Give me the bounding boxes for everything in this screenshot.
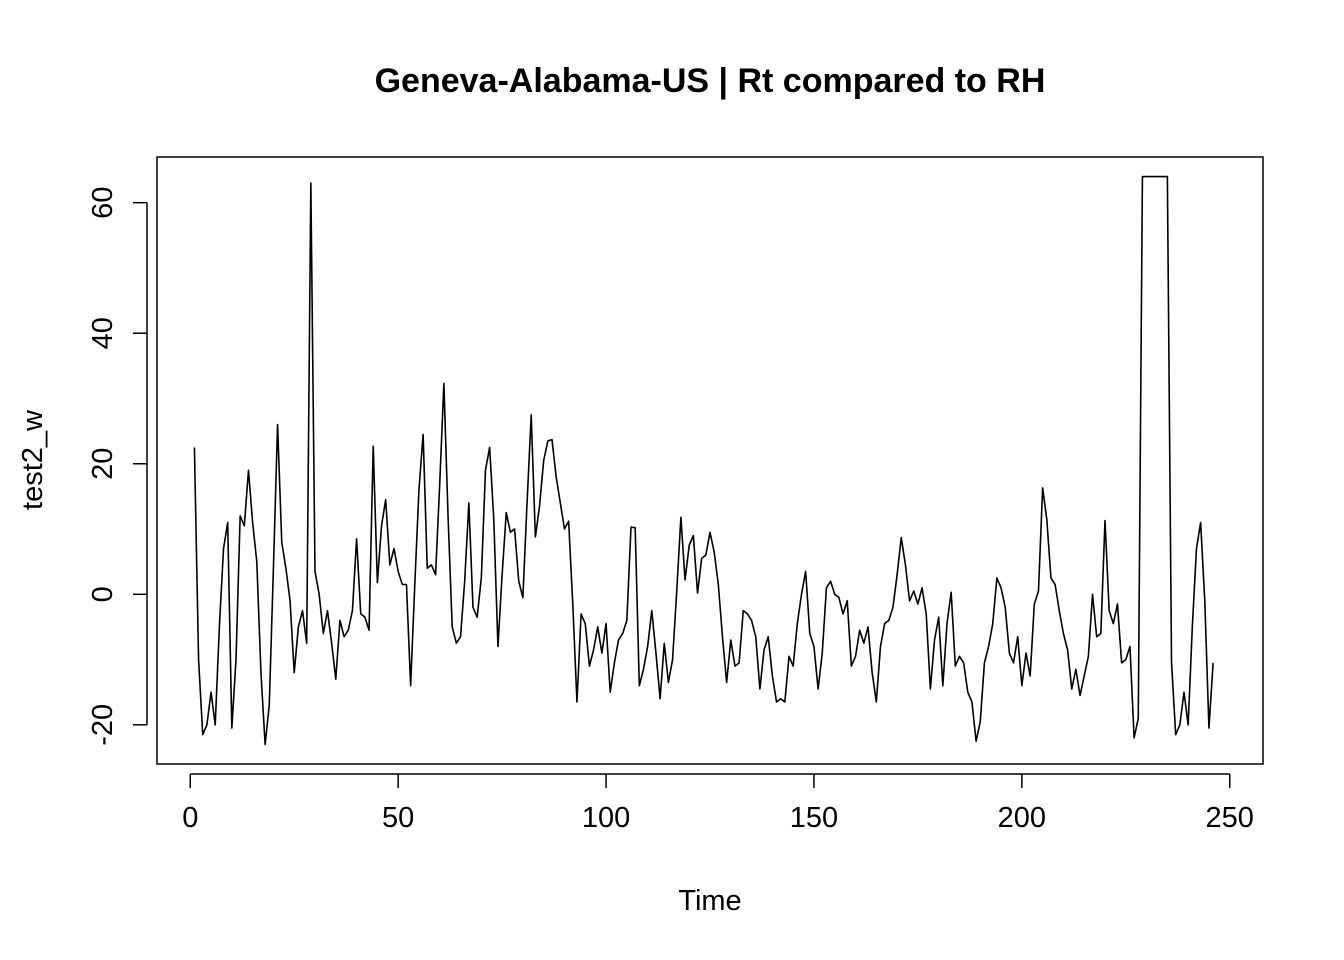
- y-tick-label: 40: [87, 317, 119, 349]
- series-line-1: [193, 175, 1214, 746]
- plot-frame: [156, 156, 1264, 765]
- y-tick-label: 20: [87, 448, 119, 480]
- x-tick-label: 250: [1206, 802, 1254, 834]
- x-tick-label: 50: [382, 802, 414, 834]
- y-axis: -20 0 20 40 60: [87, 187, 148, 746]
- x-axis-title: Time: [678, 885, 741, 917]
- y-tick-label: 60: [87, 187, 119, 219]
- x-tick-label: 0: [182, 802, 198, 834]
- chart-title: Geneva-Alabama-US | Rt compared to RH: [375, 62, 1046, 100]
- x-tick-label: 100: [582, 802, 630, 834]
- y-axis-title: test2_w: [17, 409, 49, 510]
- series-layer: [193, 175, 1214, 746]
- x-tick-label: 200: [998, 802, 1046, 834]
- y-tick-label: -20: [87, 704, 119, 746]
- x-tick-label: 150: [790, 802, 838, 834]
- y-tick-label: 0: [87, 586, 119, 602]
- x-axis: 0 50 100 150 200 250: [182, 773, 1254, 834]
